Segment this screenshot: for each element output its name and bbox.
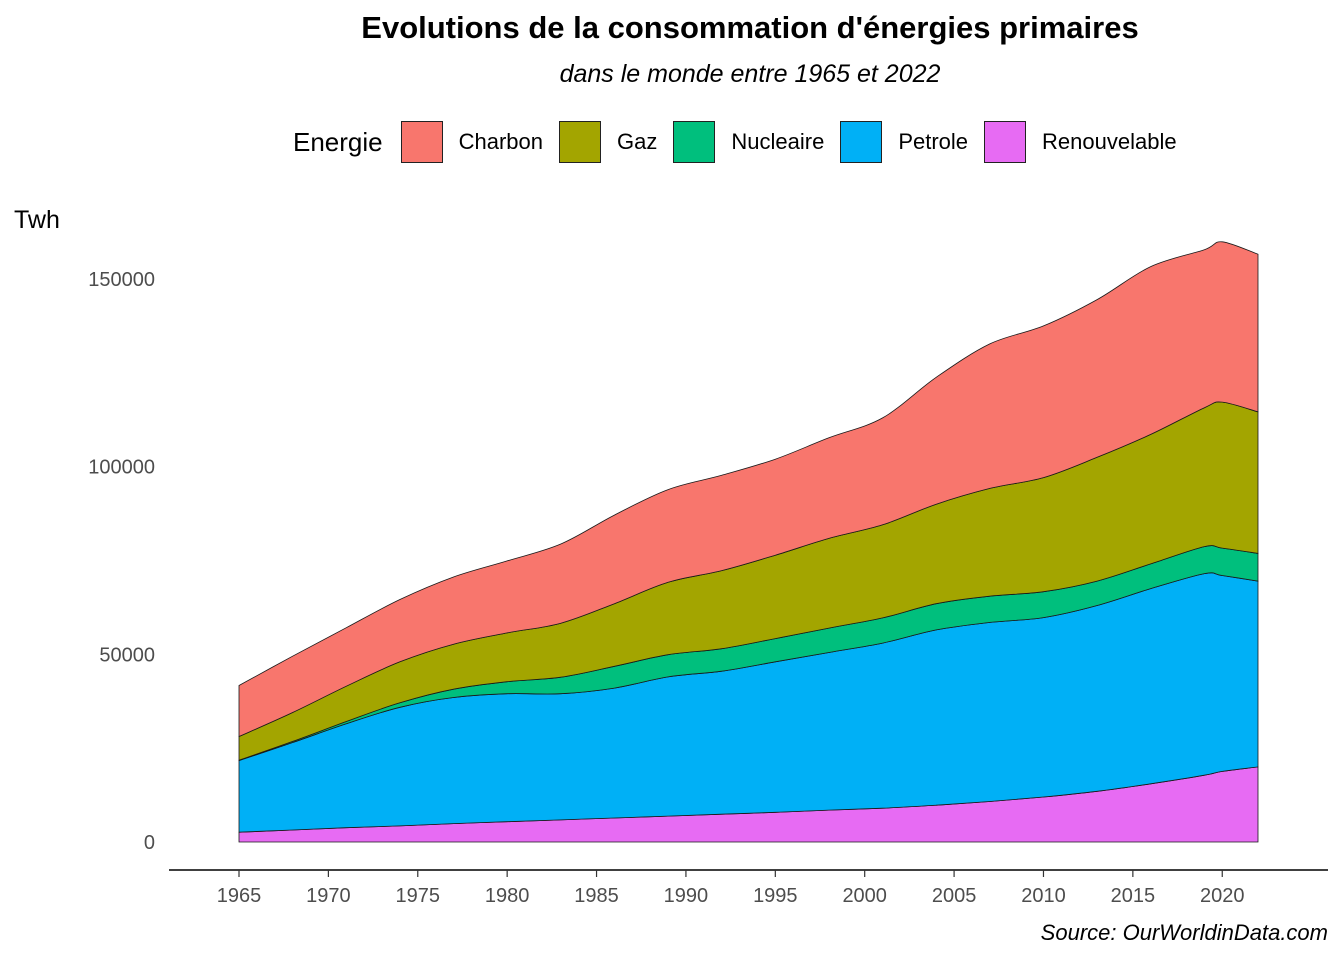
legend-key-charbon <box>400 121 443 163</box>
legend-label-renouvelable: Renouvelable <box>1042 129 1177 154</box>
y-tick-label: 150000 <box>88 269 155 291</box>
x-tick-label: 2005 <box>932 885 977 907</box>
legend-item-charbon: Charbon <box>400 121 544 163</box>
legend-item-renouvelable: Renouvelable <box>984 121 1177 163</box>
x-tick-label: 1965 <box>217 885 262 907</box>
legend-key-gaz <box>559 121 602 163</box>
y-axis-label: Twh <box>14 206 60 234</box>
legend-key-nucleaire <box>673 121 716 163</box>
y-axis-ticks: 0 50000 100000 150000 <box>88 269 155 854</box>
x-tick-label: 1970 <box>306 885 351 907</box>
y-tick-label: 0 <box>144 832 155 854</box>
legend-label-nucleaire: Nucleaire <box>731 129 825 154</box>
x-tick-label: 1990 <box>664 885 709 907</box>
chart-subtitle: dans le monde entre 1965 et 2022 <box>559 60 941 88</box>
legend-label-charbon: Charbon <box>458 129 544 154</box>
area-layers <box>238 241 1259 843</box>
legend-item-gaz: Gaz <box>559 121 657 163</box>
x-tick-label: 1975 <box>396 885 441 907</box>
legend: Energie Charbon Gaz Nucleaire Petrole Re… <box>293 120 1193 164</box>
legend-item-petrole: Petrole <box>840 121 968 163</box>
x-axis: 1965 1970 1975 1980 1985 1990 1995 2000 2005 2010… <box>169 869 1328 907</box>
x-tick-label: 2000 <box>842 885 887 907</box>
x-tick-label: 2015 <box>1111 885 1156 907</box>
legend-label-gaz: Gaz <box>617 129 658 154</box>
x-tick-label: 2010 <box>1021 885 1066 907</box>
y-tick-label: 100000 <box>88 457 155 479</box>
legend-key-renouvelable <box>984 121 1027 163</box>
y-tick-label: 50000 <box>99 644 155 666</box>
x-tick-label: 1985 <box>574 885 619 907</box>
x-tick-label: 1980 <box>485 885 530 907</box>
source-note: Source: OurWorldinData.com <box>1040 920 1328 945</box>
chart-title: Evolutions de la consommation d'énergies… <box>361 10 1139 45</box>
x-tick-label: 1995 <box>753 885 798 907</box>
legend-item-nucleaire: Nucleaire <box>673 121 824 163</box>
x-tick-label: 2020 <box>1200 885 1245 907</box>
area-charbon <box>238 241 1259 738</box>
legend-label-petrole: Petrole <box>898 129 969 154</box>
legend-key-petrole <box>840 121 883 163</box>
legend-title: Energie <box>293 126 383 157</box>
